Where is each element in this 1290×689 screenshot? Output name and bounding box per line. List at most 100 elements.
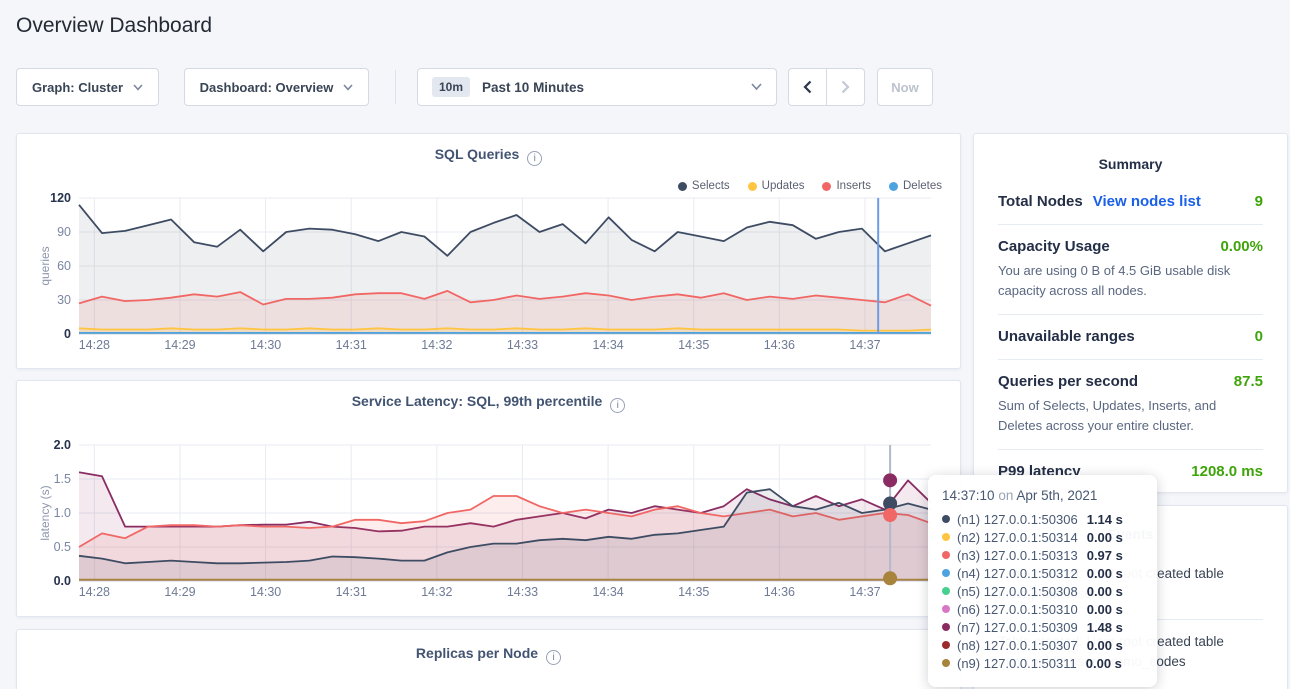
total-nodes-label: Total Nodes	[998, 193, 1083, 210]
qps-label: Queries per second	[998, 373, 1139, 390]
view-nodes-list-link[interactable]: View nodes list	[1092, 193, 1201, 210]
now-button[interactable]: Now	[877, 68, 933, 106]
svg-text:14:36: 14:36	[764, 585, 795, 599]
summary-title: Summary	[1098, 156, 1163, 172]
tooltip-node-row: (n7) 127.0.0.1:50309 1.48 s	[942, 618, 1143, 636]
svg-text:0.5: 0.5	[54, 540, 71, 554]
svg-text:queries: queries	[38, 246, 52, 285]
svg-text:14:37: 14:37	[849, 338, 880, 352]
tooltip-node-row: (n8) 127.0.0.1:50307 0.00 s	[942, 636, 1143, 654]
sql-queries-legend: Selects Updates Inserts Deletes	[677, 180, 942, 192]
graph-dropdown[interactable]: Graph: Cluster	[16, 68, 159, 106]
node-address: (n4) 127.0.0.1:50312	[957, 565, 1078, 581]
svg-text:14:33: 14:33	[507, 338, 538, 352]
svg-text:2.0: 2.0	[54, 438, 71, 452]
node-latency-value: 0.00 s	[1086, 601, 1123, 617]
service-latency-title: Service Latency: SQL, 99th percentile	[351, 393, 603, 409]
info-icon[interactable]: i	[527, 151, 543, 166]
tooltip-timestamp: 14:37:10 on Apr 5th, 2021	[942, 488, 1098, 503]
summary-panel: Summary Total Nodes View nodes list 9 Ca…	[973, 133, 1288, 493]
inserts-dot-icon	[822, 181, 832, 191]
chevron-down-icon	[343, 78, 353, 96]
node-latency-value: 0.00 s	[1085, 655, 1122, 671]
legend-item-selects[interactable]: Selects	[677, 180, 730, 192]
tooltip-node-row: (n1) 127.0.0.1:50306 1.14 s	[942, 510, 1143, 528]
sql-queries-title: SQL Queries	[434, 146, 520, 162]
svg-text:14:30: 14:30	[250, 338, 281, 352]
legend-item-inserts[interactable]: Inserts	[822, 180, 871, 192]
node-dot-icon	[942, 569, 950, 577]
legend-item-updates[interactable]: Updates	[747, 180, 804, 192]
svg-text:0.0: 0.0	[54, 574, 71, 588]
node-dot-icon	[942, 659, 950, 667]
replicas-title-row: Replicas per Node i	[17, 645, 960, 665]
service-latency-panel: Service Latency: SQL, 99th percentile i 0…	[16, 380, 961, 617]
svg-text:30: 30	[57, 293, 71, 307]
tooltip-node-row: (n5) 127.0.0.1:50308 0.00 s	[942, 582, 1143, 600]
svg-text:14:32: 14:32	[421, 585, 452, 599]
svg-text:1.5: 1.5	[54, 472, 71, 486]
dashboard-dropdown-label: Dashboard: Overview	[199, 79, 334, 95]
info-icon[interactable]: i	[610, 398, 626, 413]
unavailable-ranges-value: 0	[1254, 328, 1263, 345]
node-dot-icon	[942, 587, 950, 595]
sql-queries-chart[interactable]: 0 30 60 90 120 14:28 14:29 14:30 14:31 14:32 14:33…	[17, 134, 962, 376]
chevron-right-icon	[841, 80, 850, 94]
total-nodes-value: 9	[1254, 193, 1263, 210]
node-address: (n5) 127.0.0.1:50308	[957, 583, 1078, 599]
node-address: (n1) 127.0.0.1:50306	[957, 511, 1078, 527]
replicas-per-node-panel: Replicas per Node i	[16, 629, 961, 689]
svg-text:14:28: 14:28	[79, 338, 110, 352]
summary-row-qps: Queries per second 87.5 Sum of Selects, …	[998, 360, 1263, 450]
node-latency-value: 0.00 s	[1086, 529, 1123, 545]
node-latency-value: 0.97 s	[1086, 547, 1123, 563]
replicas-title: Replicas per Node	[415, 645, 539, 661]
node-address: (n9) 127.0.0.1:50311	[957, 655, 1077, 671]
node-dot-icon	[942, 551, 950, 559]
tooltip-node-row: (n3) 127.0.0.1:50313 0.97 s	[942, 546, 1143, 564]
time-next-button[interactable]	[826, 68, 865, 106]
dashboard-dropdown[interactable]: Dashboard: Overview	[184, 68, 369, 106]
time-prev-button[interactable]	[788, 68, 827, 106]
service-latency-chart[interactable]: 0.0 0.5 1.0 1.5 2.0 14:28 14:29 14:30 14:31 14:32…	[17, 381, 962, 623]
svg-text:14:35: 14:35	[678, 585, 709, 599]
unavailable-ranges-label: Unavailable ranges	[998, 328, 1135, 345]
svg-text:1.0: 1.0	[54, 506, 71, 520]
svg-text:120: 120	[50, 191, 71, 205]
time-range-selector[interactable]: 10m Past 10 Minutes	[417, 68, 777, 106]
node-dot-icon	[942, 533, 950, 541]
svg-text:14:31: 14:31	[336, 585, 367, 599]
node-address: (n7) 127.0.0.1:50309	[957, 619, 1078, 635]
svg-text:14:30: 14:30	[250, 585, 281, 599]
chevron-down-icon	[751, 78, 762, 96]
controls-divider	[395, 70, 396, 104]
info-icon[interactable]: i	[546, 650, 562, 665]
node-address: (n8) 127.0.0.1:50307	[957, 637, 1078, 653]
node-latency-value: 0.00 s	[1086, 637, 1123, 653]
summary-row-total-nodes: Total Nodes View nodes list 9	[998, 180, 1263, 225]
svg-text:14:36: 14:36	[764, 338, 795, 352]
time-range-label: Past 10 Minutes	[482, 79, 585, 95]
svg-text:14:33: 14:33	[507, 585, 538, 599]
node-address: (n3) 127.0.0.1:50313	[957, 547, 1078, 563]
tooltip-node-row: (n6) 127.0.0.1:50310 0.00 s	[942, 600, 1143, 618]
deletes-dot-icon	[889, 181, 898, 191]
node-latency-value: 1.14 s	[1086, 511, 1123, 527]
node-latency-value: 1.48 s	[1086, 619, 1123, 635]
summary-row-capacity: Capacity Usage 0.00% You are using 0 B o…	[998, 225, 1263, 315]
sql-queries-title-row: SQL Queries i	[17, 146, 960, 166]
capacity-usage-desc: You are using 0 B of 4.5 GiB usable disk…	[998, 263, 1231, 298]
selects-dot-icon	[677, 181, 687, 191]
page-title: Overview Dashboard	[16, 14, 213, 37]
node-dot-icon	[942, 623, 950, 631]
svg-text:14:28: 14:28	[79, 585, 110, 599]
qps-desc: Sum of Selects, Updates, Inserts, and De…	[998, 398, 1217, 433]
node-dot-icon	[942, 605, 950, 613]
qps-value: 87.5	[1233, 373, 1263, 390]
graph-dropdown-label: Graph: Cluster	[31, 79, 123, 95]
node-address: (n2) 127.0.0.1:50314	[957, 529, 1078, 545]
updates-dot-icon	[747, 181, 757, 191]
node-latency-value: 0.00 s	[1086, 565, 1123, 581]
legend-item-deletes[interactable]: Deletes	[889, 180, 942, 192]
